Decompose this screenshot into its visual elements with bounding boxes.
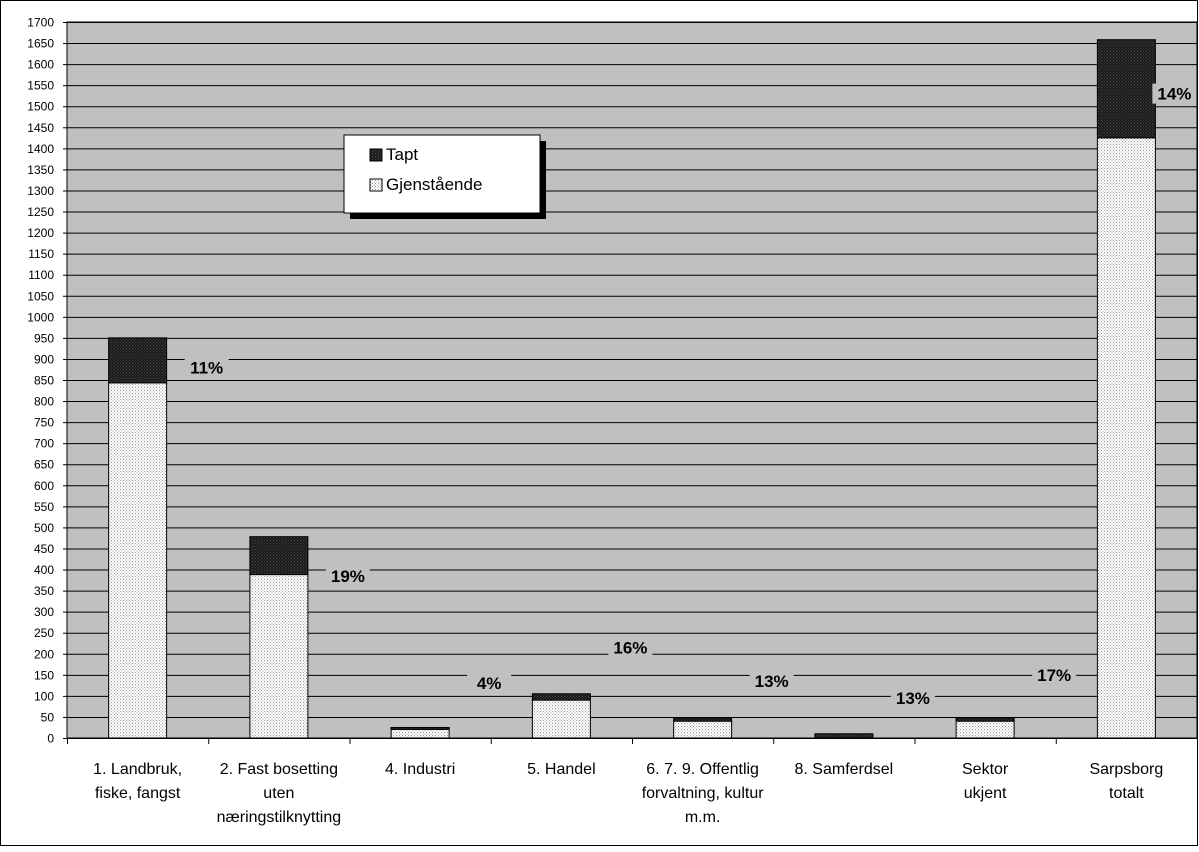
percent-label: 13%: [896, 689, 930, 708]
bar-gjenstaende: [531, 699, 591, 739]
bar-gjenstaende: [955, 720, 1015, 739]
bar-gjenstaende: [673, 720, 733, 739]
y-tick-label: 400: [34, 563, 54, 577]
percent-label-bg: [1032, 664, 1077, 685]
y-tick-label: 600: [34, 479, 54, 493]
bar-gjenstaende: [1096, 137, 1156, 739]
y-tick-label: 950: [34, 331, 54, 345]
category-label: 8. Samferdsel: [795, 761, 894, 778]
y-tick-label: 350: [34, 584, 54, 598]
category-label: 5. Handel: [527, 761, 596, 778]
percent-label-bg: [608, 637, 653, 658]
bar-gjenstaende: [249, 574, 309, 739]
y-tick-label: 550: [34, 500, 54, 514]
y-tick-label: 100: [34, 689, 54, 703]
y-tick-label: 200: [34, 647, 54, 661]
bar-tapt: [955, 717, 1015, 722]
bar-tapt: [249, 536, 309, 576]
bar-tapt: [390, 726, 450, 730]
category-label: 1. Landbruk, fiske, fangst: [93, 761, 182, 802]
y-tick-label: 1100: [28, 268, 54, 282]
y-tick-label: 500: [34, 521, 54, 535]
category-label: 6. 7. 9. Offentlig forvaltning, kultur m.m…: [642, 761, 765, 826]
legend-box: [343, 134, 541, 214]
legend-label: Gjenstående: [386, 175, 482, 194]
percent-label: 4%: [477, 674, 502, 693]
percent-label: 17%: [1037, 666, 1071, 685]
y-tick-label: 450: [34, 542, 54, 556]
percent-label: 19%: [331, 567, 365, 586]
y-tick-label: 1050: [27, 289, 54, 303]
y-tick-label: 1250: [27, 205, 54, 219]
bar-gjenstaende: [108, 382, 168, 739]
percent-label: 11%: [190, 358, 223, 377]
y-tick-label: 250: [34, 626, 54, 640]
y-tick-label: 650: [34, 458, 54, 472]
y-tick-label: 800: [34, 395, 54, 409]
percent-label: 16%: [613, 638, 647, 657]
bar-tapt: [108, 337, 168, 384]
y-tick-label: 1550: [27, 79, 54, 93]
percent-label-bg: [325, 565, 370, 586]
y-tick-label: 0: [47, 732, 54, 746]
bar-tapt: [673, 718, 733, 722]
y-tick-label: 150: [34, 668, 54, 682]
bar-tapt: [814, 733, 874, 739]
y-tick-label: 1700: [27, 16, 54, 30]
legend-swatch: [369, 178, 383, 192]
percent-label-bg: [1152, 83, 1197, 104]
category-label: 4. Industri: [385, 761, 455, 778]
legend-swatch: [369, 148, 383, 162]
y-tick-label: 1500: [27, 100, 54, 114]
percent-label-bg: [184, 357, 229, 378]
percent-label: 13%: [755, 672, 789, 691]
legend: Tapt Gjenstående: [343, 134, 546, 219]
y-tick-label: 1200: [27, 226, 54, 240]
percent-label-bg: [890, 687, 935, 708]
y-tick-label: 900: [34, 352, 54, 366]
y-tick-label: 850: [34, 374, 54, 388]
legend-label: Tapt: [386, 145, 418, 164]
y-tick-label: 750: [34, 416, 54, 430]
y-tick-label: 300: [34, 605, 54, 619]
y-tick-label: 50: [41, 710, 55, 724]
y-tick-label: 1300: [27, 184, 54, 198]
percent-label-bg: [749, 671, 794, 692]
y-tick-label: 1350: [27, 163, 54, 177]
category-label: 2. Fast bosetting uten næringstilknytting: [217, 761, 342, 826]
y-tick-label: 1450: [27, 121, 54, 135]
bar-tapt: [531, 693, 591, 701]
category-label: Sarpsborg totalt: [1089, 761, 1163, 802]
percent-label-bg: [467, 673, 512, 694]
y-tick-label: 1600: [27, 58, 54, 72]
y-tick-label: 700: [34, 437, 54, 451]
bar-tapt: [1096, 39, 1156, 139]
percent-labels: 11% 19% 4% 16% 13% 13% 17% 14%: [184, 83, 1197, 708]
category-label: Sektor ukjent: [962, 761, 1009, 802]
x-axis: 1. Landbruk, fiske, fangst 2. Fast bosetti…: [67, 738, 1198, 826]
y-tick-label: 1000: [27, 310, 54, 324]
y-tick-label: 1150: [28, 247, 54, 261]
y-tick-label: 1400: [27, 142, 54, 156]
percent-label: 14%: [1157, 85, 1191, 104]
y-axis: 0 50 100 150 200 250 300 350 400 450 500 550 600 650 7…: [27, 16, 68, 746]
y-tick-label: 1650: [27, 37, 54, 51]
